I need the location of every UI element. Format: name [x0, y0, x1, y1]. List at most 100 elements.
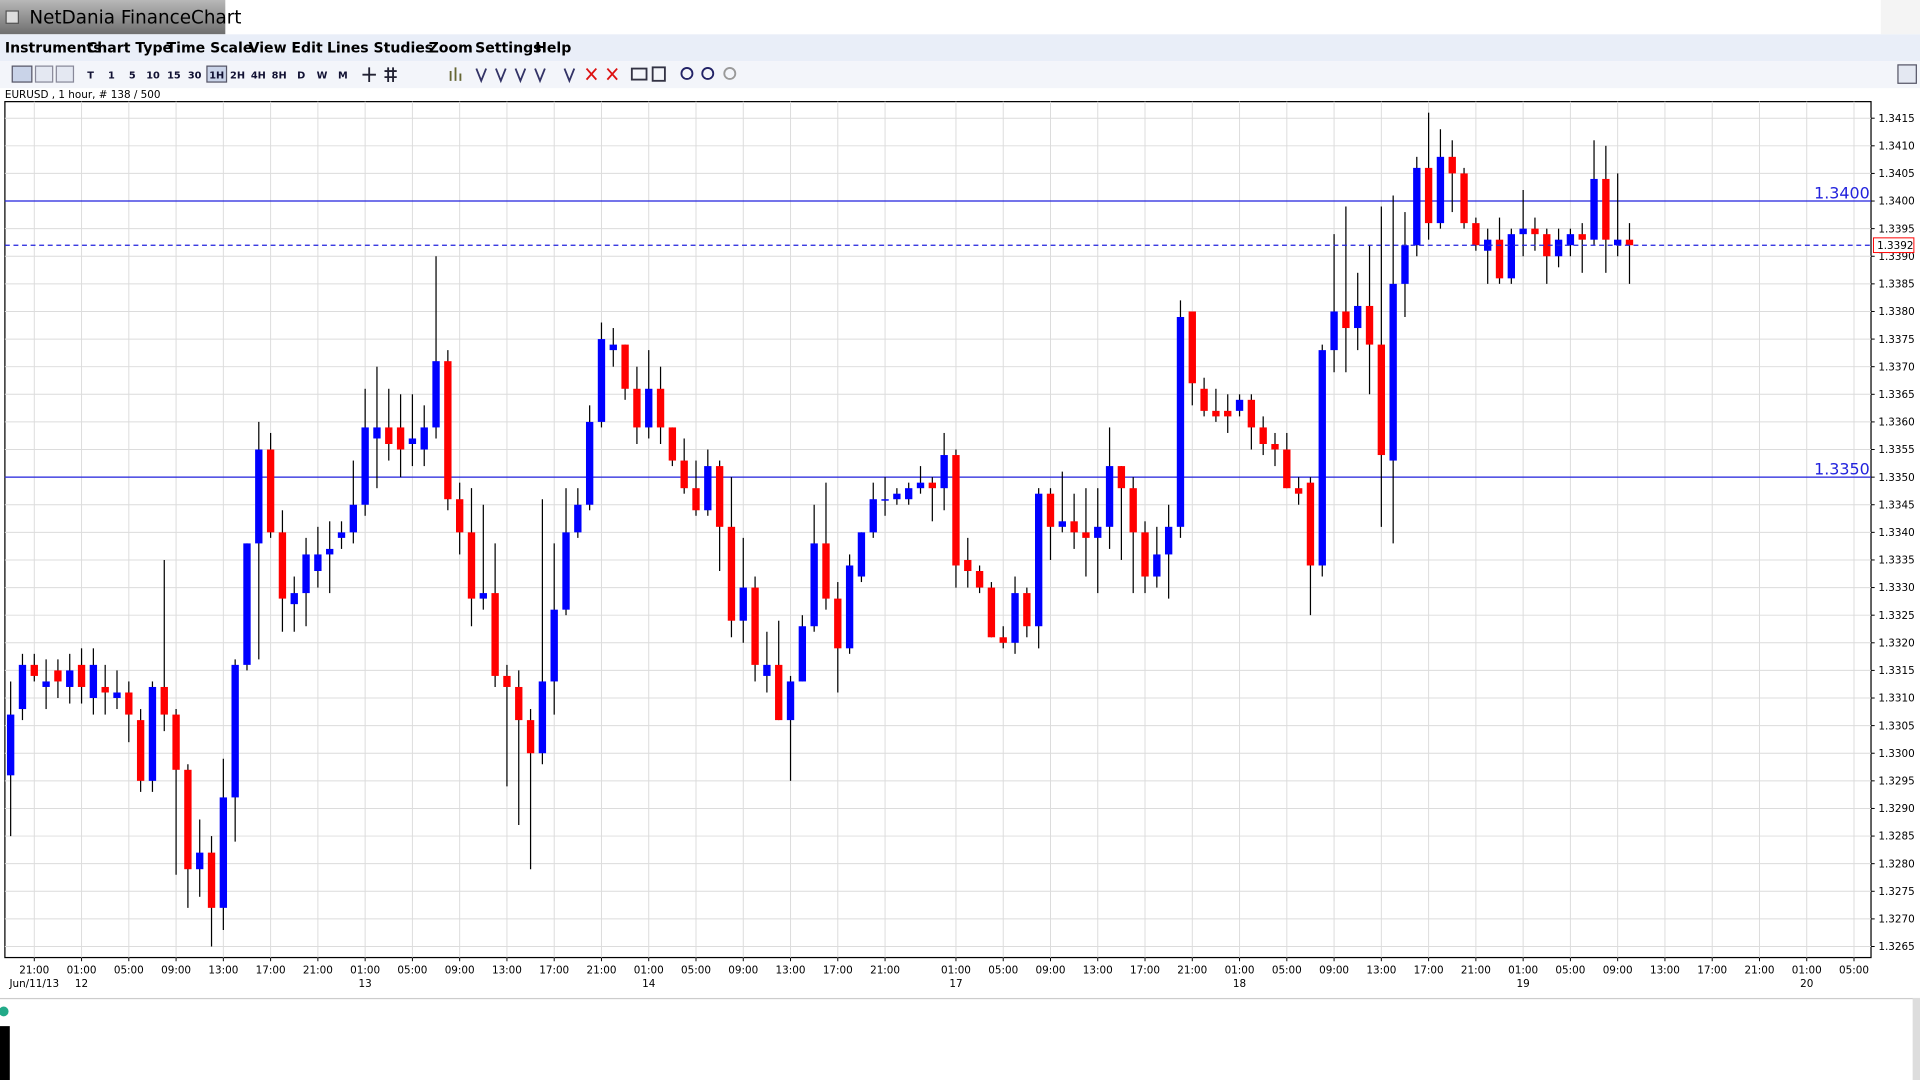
timeframe-button[interactable]: T	[87, 70, 94, 81]
candle-body	[1117, 466, 1126, 489]
taskbar-edge	[0, 1026, 10, 1080]
x-tick-label: 21:00	[19, 964, 49, 976]
menu-item[interactable]: Lines	[327, 41, 369, 57]
x-tick-label: 01:00	[1508, 964, 1538, 976]
x-tick-label: 13:00	[1366, 964, 1396, 976]
candle-body	[479, 593, 487, 599]
timeframe-button[interactable]: W	[317, 70, 328, 81]
candle-body	[786, 681, 795, 721]
x-date-label: 13	[359, 978, 372, 990]
candle-body	[302, 554, 310, 594]
menu-item[interactable]: View	[249, 41, 287, 57]
candle-body	[964, 559, 972, 572]
candle-body	[266, 449, 275, 533]
menu-item[interactable]: Instruments	[5, 41, 102, 57]
timeframe-button[interactable]: 10	[146, 70, 160, 81]
timeframe-button[interactable]: M	[338, 70, 348, 81]
x-tick-label: 13:00	[1083, 964, 1113, 976]
timeframe-button[interactable]: D	[297, 70, 305, 81]
menu-item[interactable]: Studies	[373, 41, 433, 57]
candle-body	[385, 427, 393, 444]
y-tick-label: 1.3340	[1878, 527, 1914, 539]
candles: 1.3400 1.3350	[4, 112, 1872, 947]
candle-body	[18, 664, 27, 710]
timeframe-selected	[206, 65, 228, 83]
candle-body	[160, 686, 168, 715]
candle-body	[680, 460, 688, 489]
candle-body	[408, 438, 417, 444]
menu-item[interactable]: Zoom	[429, 41, 473, 57]
timeframe-button[interactable]: 30	[188, 70, 202, 81]
candle-body	[1046, 493, 1055, 527]
preview-tool[interactable]	[651, 66, 666, 82]
candle-body	[456, 499, 464, 533]
x-tick-label: 01:00	[1225, 964, 1255, 976]
candle-body	[113, 692, 121, 699]
x-tick-label: 05:00	[397, 964, 427, 976]
candle-body	[763, 664, 771, 676]
candle-body	[1342, 311, 1350, 329]
timeframe-button[interactable]: 8H	[272, 70, 287, 81]
candle-body	[727, 526, 736, 621]
timeframe-button[interactable]: 1H	[209, 70, 224, 81]
zoom-reset[interactable]	[723, 67, 737, 80]
crosshair-tool[interactable]	[362, 67, 376, 83]
timeframe-button[interactable]: 15	[167, 70, 181, 81]
tool-icon[interactable]	[34, 65, 54, 83]
candle-body	[136, 720, 145, 781]
x-tick-label: 05:00	[114, 964, 144, 976]
y-tick-label: 1.3300	[1878, 748, 1914, 760]
menu-item[interactable]: Chart Type	[87, 41, 172, 57]
tool-icon[interactable]	[11, 65, 33, 83]
candle-body	[148, 686, 157, 781]
menu-item[interactable]: Settings	[475, 41, 541, 57]
tool-icon[interactable]	[55, 65, 75, 83]
panel-button[interactable]	[1897, 64, 1917, 84]
chart-info: EURUSD , 1 hour, # 138 / 500	[5, 89, 161, 101]
candle-body	[1105, 466, 1114, 527]
timeframe-button[interactable]: 4H	[251, 70, 266, 81]
timeframe-button[interactable]: 2H	[230, 70, 245, 81]
y-tick-label: 1.3360	[1878, 417, 1914, 429]
candle-body	[1164, 526, 1173, 555]
grid-tool[interactable]	[384, 67, 397, 83]
candle-body	[845, 565, 854, 649]
y-tick-label: 1.3350	[1878, 472, 1914, 484]
menu-item[interactable]: Edit	[291, 41, 323, 57]
candle-body	[1625, 239, 1634, 246]
timeframe-button[interactable]: 1	[108, 70, 115, 81]
y-tick-label: 1.3265	[1878, 941, 1914, 953]
candle-body	[1176, 316, 1185, 527]
zoom-in[interactable]	[680, 67, 694, 80]
y-tick-label: 1.3380	[1878, 306, 1914, 318]
x-tick-label: 09:00	[728, 964, 758, 976]
candle-body	[692, 488, 700, 511]
candle-body	[597, 339, 606, 422]
y-tick-label: 1.3310	[1878, 693, 1914, 705]
candle-body	[231, 664, 239, 798]
tool-icons	[362, 66, 737, 84]
candle-body	[432, 361, 440, 428]
candle-body	[1200, 388, 1208, 411]
y-tick-label: 1.3365	[1878, 389, 1914, 401]
bars-tool[interactable]	[449, 67, 462, 81]
menu-item[interactable]: Time Scale	[167, 41, 253, 57]
candle-body	[1554, 239, 1563, 257]
candle-body	[54, 670, 62, 682]
candle-body	[656, 388, 665, 428]
print-tool[interactable]	[630, 67, 648, 81]
candle-body	[609, 344, 617, 351]
candle-body	[562, 532, 570, 610]
menu-item[interactable]: Help	[535, 41, 571, 57]
line-tools[interactable]	[475, 68, 576, 84]
candle-body	[290, 593, 298, 605]
candle-body	[1436, 156, 1445, 224]
x-tick-label: 17:00	[823, 964, 853, 976]
timeframe-button[interactable]: 5	[129, 70, 136, 81]
candle-body	[1507, 234, 1515, 279]
zoom-out[interactable]	[701, 67, 715, 80]
delete-tools[interactable]	[585, 67, 618, 81]
x-tick-label: 21:00	[1744, 964, 1774, 976]
candle-body	[361, 427, 369, 505]
x-tick-label: 13:00	[1650, 964, 1680, 976]
